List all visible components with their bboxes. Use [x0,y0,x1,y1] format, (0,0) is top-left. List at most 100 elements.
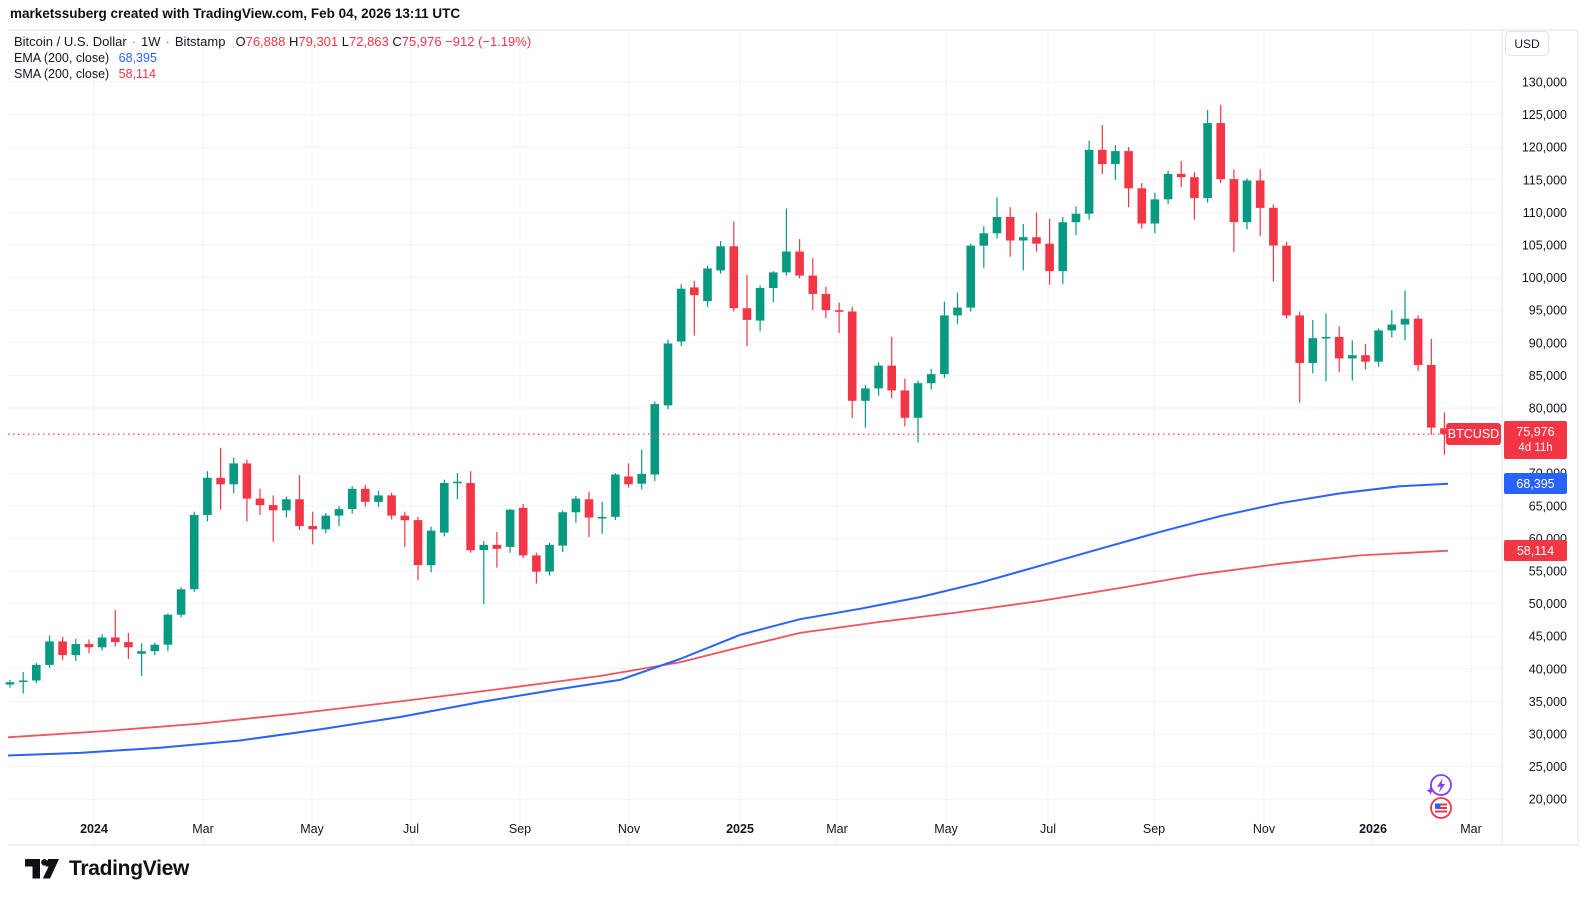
candle [650,401,660,481]
candle [729,221,739,312]
candle-body [321,515,331,530]
candle-body [1413,318,1423,365]
candle [413,516,423,581]
tradingview-footer-logo[interactable]: TradingView [24,856,189,882]
candle-body [492,544,502,549]
candle [874,362,883,396]
time-axis[interactable]: 2024 Mar May Jul Sep Nov 2025 Mar May Jul Sep Nov 20… [80,822,1482,836]
candle [308,511,317,545]
candle-body [1255,180,1265,208]
candle-body [32,664,41,681]
symbol-legend-row[interactable]: Bitcoin / U.S. Dollar · 1W · Bitstamp O76,888… [14,34,531,49]
candle-body [334,509,344,516]
candle [926,368,936,390]
candle-body [690,287,699,296]
price-axis-label: 85,000 [1529,369,1567,383]
candle [374,490,383,508]
candle [821,286,831,318]
candle-body [1137,188,1147,224]
candle [1400,290,1410,341]
candle-body [505,509,515,547]
candle [1295,311,1304,403]
currency-usd-button[interactable]: USD [1505,31,1549,56]
candle-body [1295,315,1304,363]
candle-body [124,642,133,648]
candle-body [308,526,317,530]
sma-line [7,549,1449,739]
candle [624,463,633,488]
candle [176,587,186,618]
candle [611,473,620,521]
candle [597,501,607,534]
time-axis-label: 2024 [80,822,108,836]
time-axis-label: 2026 [1359,822,1387,836]
time-axis-label: Mar [1460,822,1482,836]
candle-body [1229,179,1239,223]
candle [97,634,107,651]
candle-body [992,217,1002,234]
candle-body [1400,318,1410,325]
candle-body [1387,324,1397,331]
us-economic-event-icon[interactable] [1430,797,1452,819]
candle-body [1176,173,1186,178]
candle [532,552,541,584]
time-axis-label: Jul [1040,822,1056,836]
candle [84,639,94,654]
candle-body [137,651,146,654]
candle [347,486,357,514]
candle-body [716,246,725,271]
interval-label[interactable]: 1W [141,34,161,49]
candle [1058,217,1068,285]
candle [1203,110,1212,203]
legend-separator: · [165,34,170,49]
time-axis-label: Sep [509,822,531,836]
sma-legend-row[interactable]: SMA (200, close) 58,114 [14,67,156,81]
ema-legend-row[interactable]: EMA (200, close) 68,395 [14,51,157,65]
candle-body [571,498,581,513]
candle [18,672,28,694]
candle [900,378,910,427]
candle-body [361,488,370,502]
price-axis-label: 35,000 [1529,695,1567,709]
price-axis-label: 110,000 [1523,206,1567,220]
price-axis-label: 50,000 [1529,597,1567,611]
candle-body [703,268,712,302]
candle-body [1005,217,1015,241]
candle-body [1032,237,1041,244]
candle [466,471,475,553]
ai-sparkle-event-icon[interactable] [1426,774,1452,796]
low-value: 72,863 [349,34,389,49]
price-axis[interactable]: 130,000 125,000 120,000 115,000 110,000 105,0… [1522,76,1567,807]
candle [334,505,344,526]
candle [992,197,1002,239]
candle [979,226,989,268]
time-axis-label: Nov [618,822,641,836]
candle [1163,170,1173,204]
exchange-label[interactable]: Bitstamp [174,34,226,49]
candle-body [97,637,107,648]
candle [268,495,278,542]
candle [676,284,686,347]
candle [584,491,594,538]
candle [1176,160,1186,187]
high-value: 79,301 [298,34,339,49]
candle [663,339,673,410]
candle-body [413,520,423,566]
candle [1361,344,1370,370]
candle-body [18,680,28,683]
sma-value: 58,114 [118,67,156,81]
price-axis-label: 20,000 [1529,793,1567,807]
candle-body [111,637,120,643]
open-value: 76,888 [245,34,286,49]
lightning-bolt-icon [1437,778,1446,793]
symbol-title[interactable]: Bitcoin / U.S. Dollar [14,34,127,49]
candle-body [637,473,646,484]
candle-body [597,516,607,519]
candle-body [374,495,383,502]
candle-body [5,682,15,685]
candle-body [1321,336,1331,339]
candle-body [203,477,212,515]
ema-label: EMA (200, close) [14,51,110,65]
price-axis-label: 40,000 [1529,662,1567,676]
